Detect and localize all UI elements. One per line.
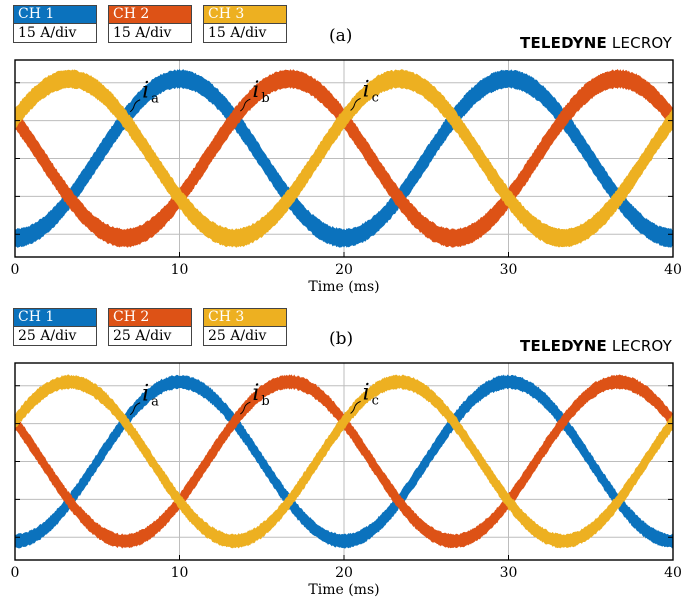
channel-box-ch2: CH 2 25 A/div [108, 308, 192, 346]
brand-logo: TELEDYNE LECROY [520, 337, 672, 355]
channel-box-ch3: CH 3 15 A/div [203, 5, 287, 43]
x-tick-label: 20 [335, 262, 353, 278]
series-annotation-sub: c [372, 393, 379, 408]
channel-box-ch1: CH 1 25 A/div [13, 308, 97, 346]
annotation-leader [240, 98, 251, 112]
panel-b: CH 1 25 A/div CH 2 25 A/div CH 3 25 A/di… [0, 303, 699, 603]
channel-name: CH 2 [109, 6, 191, 23]
x-axis-title: Time (ms) [308, 279, 379, 295]
x-axis-title: Time (ms) [308, 582, 379, 598]
channel-scale: 15 A/div [204, 23, 286, 42]
annotation-leader [350, 400, 361, 414]
channel-scale: 25 A/div [14, 326, 96, 345]
channel-legend: CH 1 25 A/div CH 2 25 A/div CH 3 25 A/di… [13, 308, 287, 346]
series-annotation: i [142, 79, 149, 104]
series-annotation-sub: b [261, 394, 269, 409]
channel-scale: 15 A/div [14, 23, 96, 42]
annotation-leader [129, 402, 141, 416]
x-tick-label: 20 [335, 565, 353, 581]
channel-box-ch2: CH 2 15 A/div [108, 5, 192, 43]
channel-scale: 25 A/div [204, 326, 286, 345]
channel-name: CH 2 [109, 309, 191, 326]
channel-scale: 25 A/div [109, 326, 191, 345]
brand-light: LECROY [606, 34, 672, 52]
series-annotation: i [363, 77, 370, 102]
x-tick-label: 40 [664, 262, 682, 278]
x-tick-label: 0 [11, 262, 20, 278]
panel-label: (a) [329, 26, 353, 46]
annotation-leader [350, 97, 361, 111]
panel-a: CH 1 15 A/div CH 2 15 A/div CH 3 15 A/di… [0, 0, 699, 300]
x-tick-label: 30 [500, 262, 518, 278]
brand-logo: TELEDYNE LECROY [520, 34, 672, 52]
x-tick-label: 10 [171, 565, 189, 581]
series-annotation: i [252, 78, 259, 103]
brand-bold: TELEDYNE [520, 34, 607, 52]
channel-name: CH 3 [204, 309, 286, 326]
series-annotation: i [252, 381, 259, 406]
channel-name: CH 3 [204, 6, 286, 23]
brand-bold: TELEDYNE [520, 337, 607, 355]
series-annotation-sub: a [151, 92, 159, 107]
series-annotation-sub: a [151, 395, 159, 410]
channel-scale: 15 A/div [109, 23, 191, 42]
channel-box-ch3: CH 3 25 A/div [203, 308, 287, 346]
series-annotation-sub: c [372, 90, 379, 105]
series-annotation: i [142, 382, 149, 407]
x-tick-label: 10 [171, 262, 189, 278]
brand-light: LECROY [606, 337, 672, 355]
panel-label: (b) [329, 329, 354, 349]
channel-legend: CH 1 15 A/div CH 2 15 A/div CH 3 15 A/di… [13, 5, 287, 43]
channel-box-ch1: CH 1 15 A/div [13, 5, 97, 43]
channel-name: CH 1 [14, 309, 96, 326]
x-tick-label: 30 [500, 565, 518, 581]
annotation-leader [240, 401, 251, 415]
series-annotation: i [363, 380, 370, 405]
channel-name: CH 1 [14, 6, 96, 23]
annotation-leader [129, 99, 141, 113]
x-tick-label: 0 [11, 565, 20, 581]
x-tick-label: 40 [664, 565, 682, 581]
series-annotation-sub: b [261, 91, 269, 106]
